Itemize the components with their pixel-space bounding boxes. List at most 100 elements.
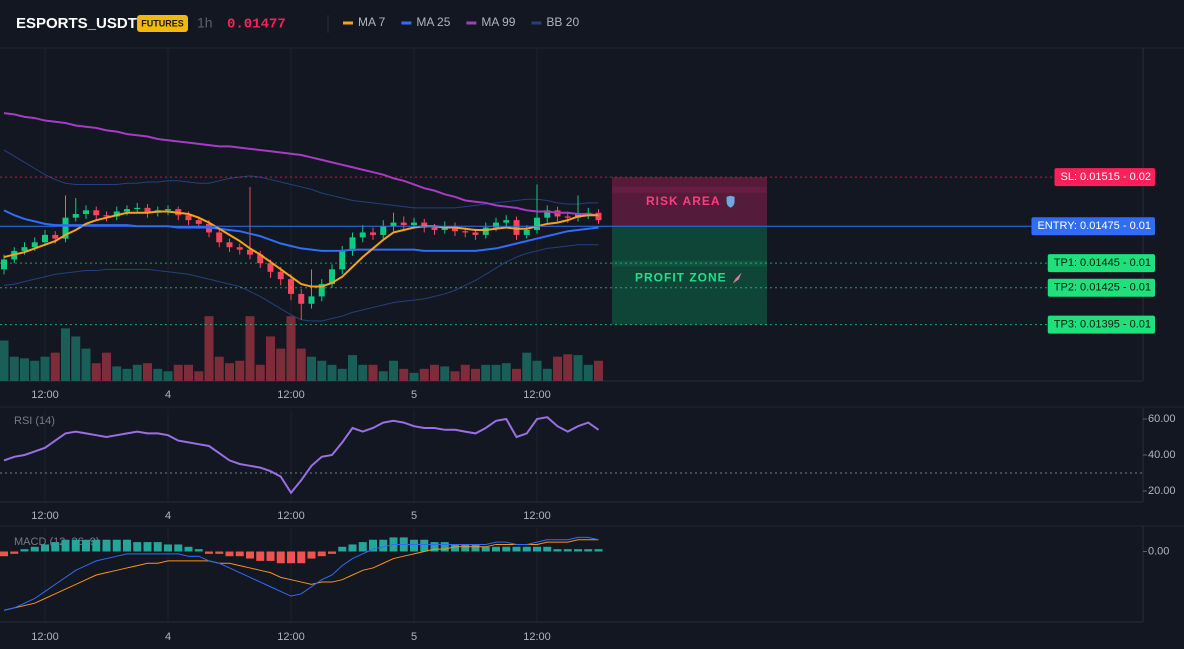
histogram-bar [481,546,490,552]
histogram-bar [492,546,500,552]
candle-body [42,234,48,243]
histogram-bar [512,546,521,552]
volume-bar [348,355,357,381]
volume-bar [9,356,19,381]
candle-body [21,247,28,251]
level-box [1047,278,1155,297]
candle-body [52,234,59,239]
candle-body [226,242,233,248]
volume-bar [296,348,306,381]
candle-body [124,209,130,212]
x-tick-label: 12:00 [277,631,305,643]
volume-bar [132,364,142,381]
x-tick-label: 12:00 [31,389,59,401]
histogram-bar [92,539,101,552]
candle-body [298,293,305,304]
histogram-bar [256,551,265,561]
volume-bar [184,364,193,381]
candle-body [72,214,79,218]
histogram-bar [338,546,347,552]
candle-body [93,210,100,216]
volume-bar [583,364,593,381]
volume-bar [194,371,204,381]
candle-body [349,237,356,251]
candle-body [390,222,397,227]
volume-bar [286,316,296,381]
volume-bar [81,348,91,381]
candle-body [165,209,171,211]
zone [612,177,767,227]
rsi-line [3,416,600,495]
candle-body [380,226,387,235]
level-box [1031,217,1155,236]
histogram-bar [584,549,593,552]
volume-bar [501,363,511,381]
candle-body [339,250,346,270]
candle-body [62,217,69,239]
volume-bar [204,316,214,381]
histogram-bar [51,542,60,552]
volume-bar [245,316,255,381]
candle-body [493,222,499,228]
histogram-bar [594,549,603,552]
level-box [1047,254,1155,273]
volume-bar [368,364,378,381]
volume-bar [512,368,521,381]
bb-line [3,149,599,209]
histogram-bar [563,549,572,552]
volume-bar [20,358,29,381]
ma-line [3,112,599,217]
zone-label: PROFIT ZONE [635,271,727,285]
histogram-bar [502,546,511,552]
candle-body [595,212,602,221]
volume-bar [173,364,183,381]
volume-bar [235,360,245,381]
level-label: TP2: 0.01425 - 0.01 [1054,282,1151,294]
histogram-bar [553,549,562,552]
candle-body [185,215,192,221]
volume-bar [276,348,286,381]
candle-body [216,232,223,243]
pane-title: RSI (14) [14,415,55,427]
candle-body [452,226,458,232]
candle-body [482,227,489,235]
candle-body [462,231,469,233]
y-tick-label: 60.00 [1148,413,1176,425]
volume-bar [327,364,337,381]
volume-bar [419,368,429,381]
candle-body [277,271,284,280]
badge: FUTURES [141,18,184,28]
histogram-bar [543,546,552,552]
x-tick-label: 5 [411,389,417,401]
histogram-bar [369,539,377,552]
candle-body [113,211,120,217]
candle-body [544,210,551,218]
volume-bar [471,368,480,381]
candle-body [267,263,274,272]
candle-body [318,284,325,297]
candle-body [513,220,520,235]
volume-bar [409,372,419,381]
x-tick-label: 4 [165,631,171,643]
histogram-bar [420,539,429,552]
y-tick-label: 40.00 [1148,449,1176,461]
volume-bar [573,355,583,381]
candle-body [534,217,540,230]
x-tick-label: 4 [165,510,171,522]
level-box [1054,168,1155,187]
volume-bar [522,352,532,381]
histogram-bar [205,551,213,554]
volume-bar [358,364,368,381]
level-box [1047,315,1155,334]
histogram-bar [164,544,172,552]
candle-body [503,220,510,223]
volume-bar [399,368,409,381]
histogram-bar [215,551,224,554]
histogram-bar [41,544,49,552]
histogram-bar [522,546,531,552]
volume-bar [225,363,234,381]
histogram-bar [246,551,254,559]
volume-bar [491,364,501,381]
candle-body [103,215,110,217]
volume-bar [481,364,491,381]
